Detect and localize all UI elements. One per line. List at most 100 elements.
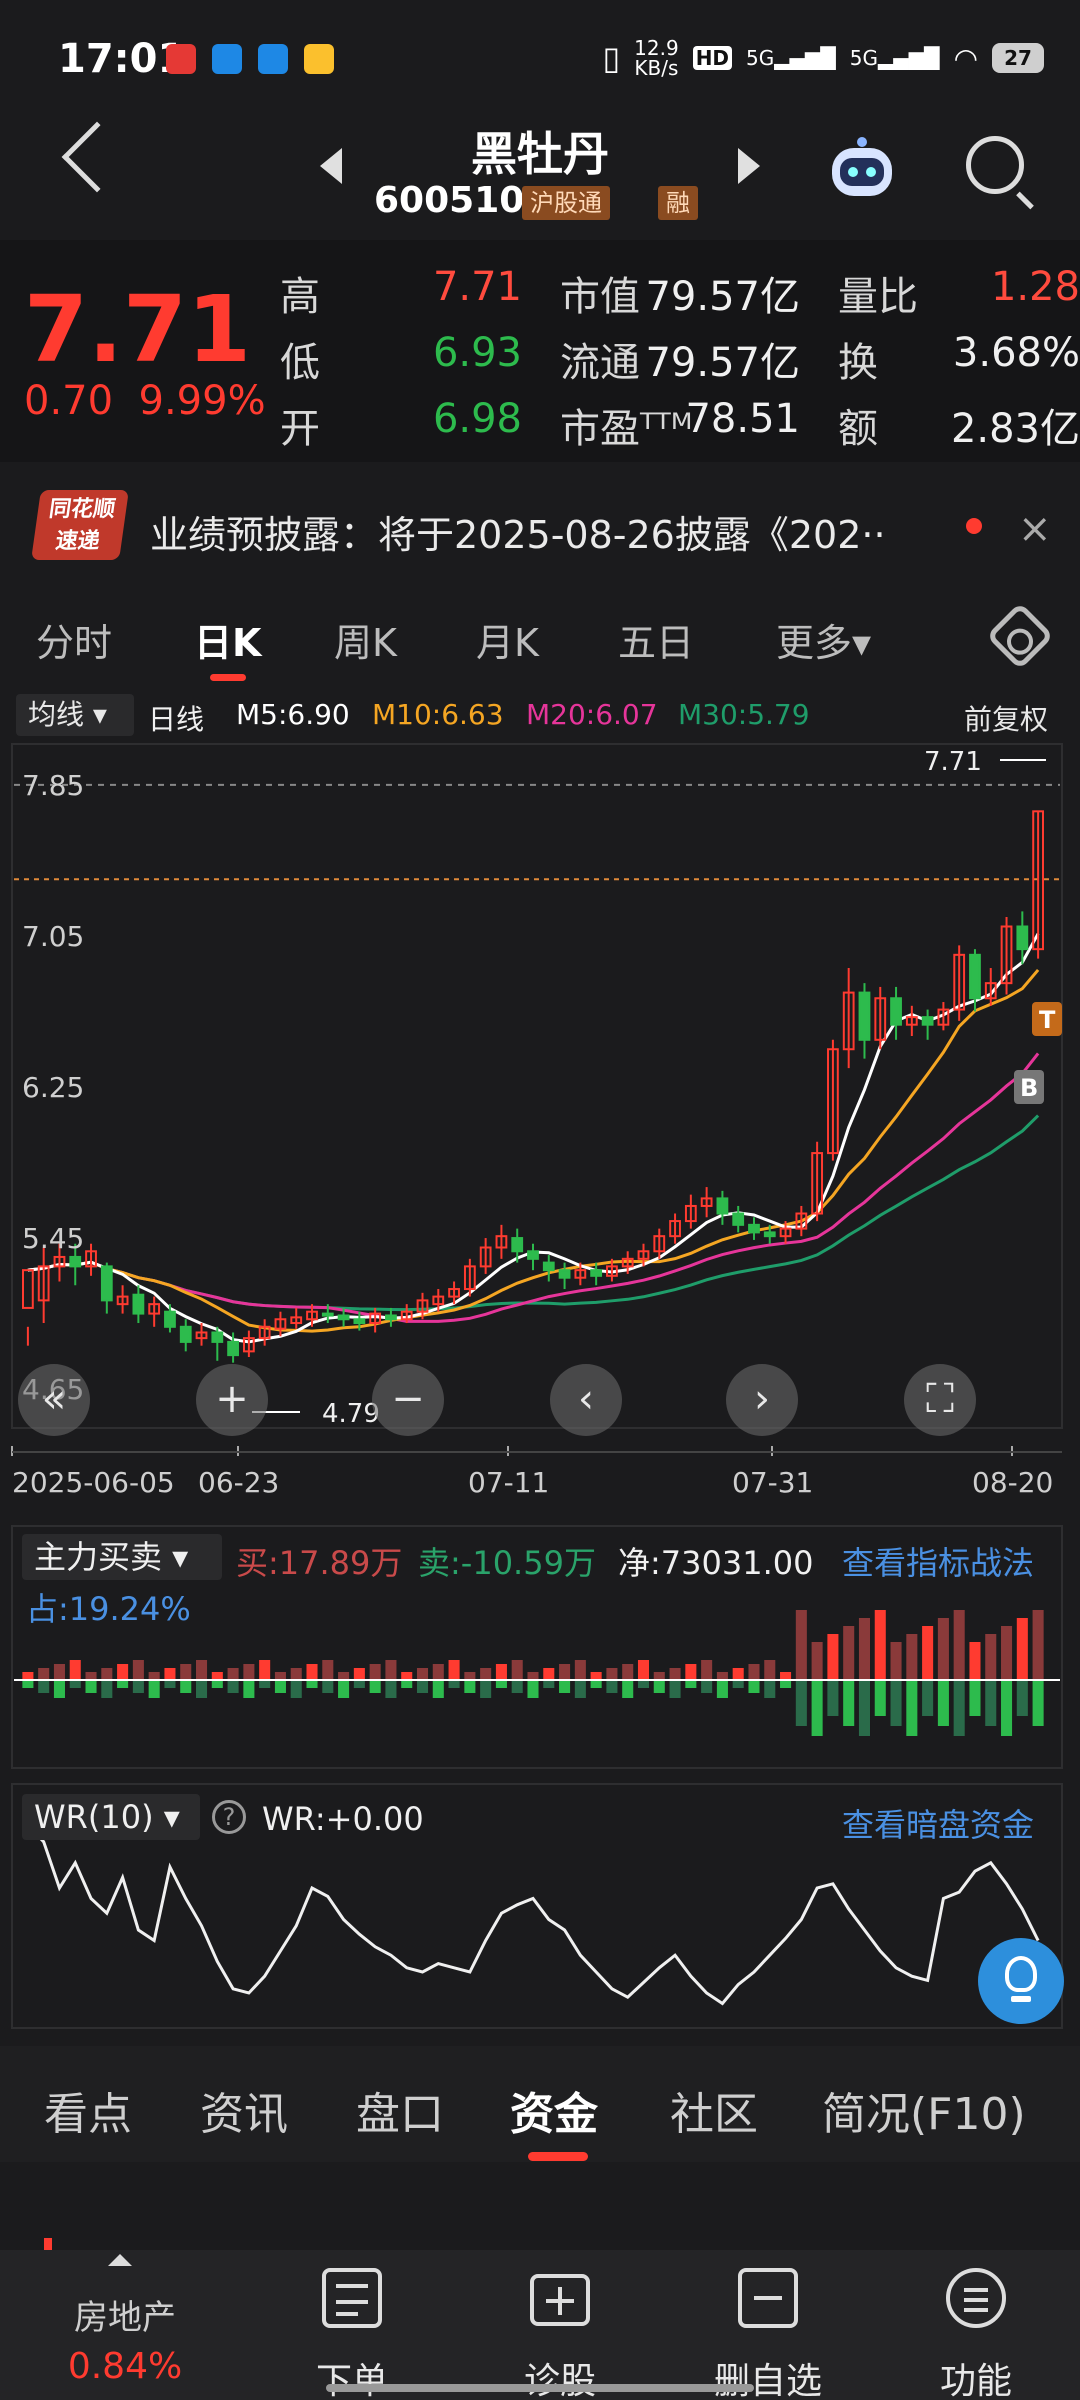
fund-sell-bar bbox=[795, 1680, 807, 1726]
tab-monthly-k[interactable]: 月K bbox=[476, 621, 539, 665]
order-icon[interactable] bbox=[322, 2268, 382, 2328]
fund-buy-bar bbox=[85, 1672, 97, 1680]
fund-sell-bar bbox=[274, 1680, 286, 1693]
fund-sell-bar bbox=[22, 1680, 34, 1688]
fund-sell-bar bbox=[53, 1680, 65, 1698]
candle-body bbox=[148, 1303, 161, 1315]
fund-sell-bar bbox=[401, 1680, 413, 1688]
candle-body bbox=[984, 982, 997, 1000]
settings-icon[interactable] bbox=[986, 602, 1054, 670]
order-label[interactable]: 下单 bbox=[315, 2361, 388, 2400]
robot-assistant-icon[interactable] bbox=[826, 134, 898, 200]
amount-value: 2.83亿 bbox=[950, 406, 1080, 452]
indicator-selector[interactable]: 均线 ▾ bbox=[16, 694, 134, 736]
notice-banner[interactable]: 同花顺 速递 业绩预披露：将于2025-08-26披露《202·· × bbox=[0, 462, 1080, 582]
tab-intraday[interactable]: 分时 bbox=[36, 621, 113, 665]
price-change: 0.70 9.99% bbox=[24, 378, 266, 424]
help-icon[interactable]: ? bbox=[212, 1800, 246, 1834]
app-notification-icon bbox=[212, 44, 242, 74]
min-price-label: 4.79 bbox=[322, 1399, 380, 1429]
fund-buy-bar bbox=[53, 1664, 65, 1680]
remove-watchlist-label[interactable]: 删自选 bbox=[713, 2361, 822, 2400]
fund-sell-bar bbox=[953, 1680, 965, 1736]
open-value: 6.98 bbox=[432, 396, 522, 442]
sector-name[interactable]: 房地产 bbox=[74, 2298, 176, 2338]
fund-buy-bar bbox=[559, 1664, 571, 1680]
tab-profile-f10[interactable]: 简况(F10) bbox=[822, 2089, 1026, 2140]
fund-sell-bar bbox=[906, 1680, 918, 1736]
menu-label[interactable]: 功能 bbox=[939, 2361, 1012, 2400]
fund-sell-bar bbox=[432, 1680, 444, 1698]
prev-stock-icon[interactable] bbox=[320, 148, 342, 184]
fund-buy-bar bbox=[448, 1660, 460, 1680]
back-arrow-icon[interactable] bbox=[61, 121, 133, 193]
ma5-value: M5:6.90 bbox=[236, 698, 350, 731]
fund-buy-bar bbox=[369, 1664, 381, 1680]
candle-body bbox=[258, 1325, 271, 1340]
tag-margin[interactable]: 融 bbox=[658, 186, 698, 220]
tab-daily-k[interactable]: 日K bbox=[194, 621, 262, 665]
candle-body bbox=[100, 1265, 113, 1302]
candle-body bbox=[448, 1288, 460, 1298]
close-icon[interactable]: × bbox=[1018, 506, 1052, 552]
tab-highlights[interactable]: 看点 bbox=[44, 2089, 132, 2140]
scroll-right-icon[interactable]: › bbox=[726, 1364, 798, 1436]
tab-community[interactable]: 社区 bbox=[670, 2089, 758, 2140]
last-price: 7.71 bbox=[24, 276, 251, 383]
fund-buy-bar bbox=[543, 1668, 555, 1680]
fund-buy-bar bbox=[132, 1660, 144, 1680]
fund-sell-bar bbox=[858, 1680, 871, 1736]
adjust-mode[interactable]: 前复权 bbox=[964, 703, 1049, 736]
candle-body bbox=[385, 1314, 397, 1321]
notice-text[interactable]: 业绩预披露：将于2025-08-26披露《202·· bbox=[150, 513, 886, 557]
wr-value: WR:+0.00 bbox=[262, 1800, 424, 1838]
scroll-left-icon[interactable]: ‹ bbox=[550, 1364, 622, 1436]
tab-funds[interactable]: 资金 bbox=[510, 2089, 598, 2140]
fund-buy-bar bbox=[701, 1660, 713, 1680]
tab-more[interactable]: 更多▾ bbox=[776, 621, 872, 665]
ma20-line bbox=[27, 1052, 1040, 1323]
fund-sell-bar bbox=[685, 1680, 697, 1688]
fund-sell-bar bbox=[890, 1680, 902, 1726]
tab-order-book[interactable]: 盘口 bbox=[356, 2089, 444, 2140]
remove-watchlist-icon[interactable] bbox=[738, 2268, 798, 2328]
candle-body bbox=[606, 1265, 618, 1277]
fund-strategy-link[interactable]: 查看指标战法 bbox=[842, 1544, 1035, 1582]
fund-buy-bar bbox=[811, 1642, 823, 1680]
kline-chart[interactable]: 7.857.056.255.454.657.714.79TB2025-06-05… bbox=[0, 740, 1080, 1510]
fund-sell-bar bbox=[559, 1680, 571, 1693]
ma5-line bbox=[27, 932, 1040, 1344]
search-icon[interactable] bbox=[966, 136, 1024, 194]
tab-five-day[interactable]: 五日 bbox=[618, 621, 695, 665]
zoom-out-icon[interactable]: − bbox=[372, 1364, 444, 1436]
menu-icon[interactable] bbox=[946, 2268, 1006, 2328]
fund-buy-bar bbox=[527, 1672, 539, 1680]
candle-body bbox=[574, 1269, 587, 1279]
next-stock-icon[interactable] bbox=[738, 148, 760, 184]
fund-buy-bar bbox=[464, 1672, 476, 1680]
fullscreen-icon[interactable]: ⛶ bbox=[904, 1364, 976, 1436]
fund-sell-bar bbox=[1001, 1680, 1013, 1736]
fund-buy-bar bbox=[953, 1610, 965, 1680]
tab-weekly-k[interactable]: 周K bbox=[334, 621, 397, 665]
fund-sell-bar bbox=[653, 1680, 665, 1693]
fund-sell-bar bbox=[874, 1680, 886, 1716]
fund-indicator-selector[interactable]: 主力买卖 ▾ bbox=[22, 1534, 222, 1580]
candle-body bbox=[337, 1314, 350, 1321]
x-tick-label: 07-11 bbox=[468, 1466, 549, 1499]
diagnose-icon[interactable] bbox=[530, 2274, 590, 2326]
bulb-tip-icon[interactable] bbox=[978, 1938, 1064, 2024]
float-label: 流通 bbox=[560, 340, 640, 386]
fund-buy-bar bbox=[480, 1668, 492, 1680]
tab-news[interactable]: 资讯 bbox=[200, 2089, 288, 2140]
candle-body bbox=[763, 1231, 776, 1238]
tag-hk-connect[interactable]: 沪股通 bbox=[522, 186, 610, 220]
scroll-start-icon[interactable]: « bbox=[18, 1364, 90, 1436]
zoom-in-icon[interactable]: + bbox=[196, 1364, 268, 1436]
wr-selector[interactable]: WR(10) ▾ bbox=[22, 1794, 200, 1840]
fund-buy-bar bbox=[22, 1672, 34, 1680]
diagnose-label[interactable]: 诊股 bbox=[523, 2361, 596, 2400]
candle-body bbox=[1016, 925, 1029, 951]
dark-pool-link[interactable]: 查看暗盘资金 bbox=[842, 1806, 1035, 1844]
candle-body bbox=[637, 1250, 650, 1260]
